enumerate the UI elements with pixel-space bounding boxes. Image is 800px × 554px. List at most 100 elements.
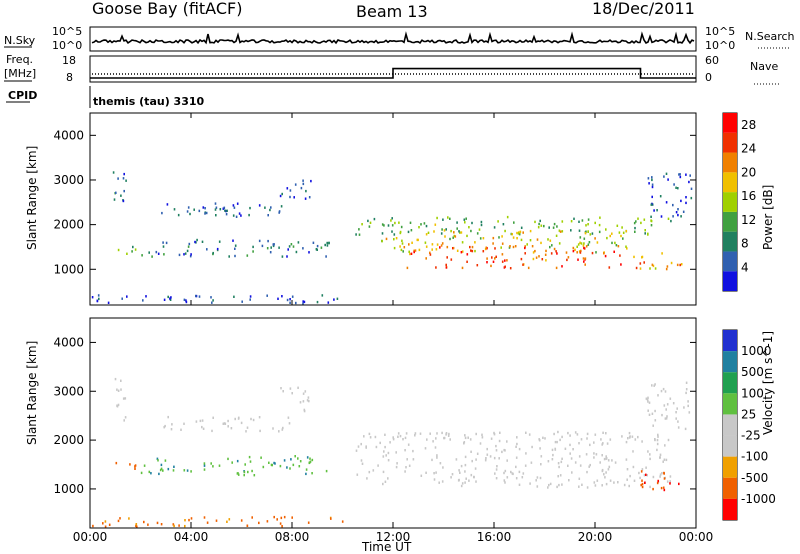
nsearch-tick-bottom: 10^0: [705, 39, 735, 52]
heatmap-cell: [142, 299, 144, 302]
heatmap-cell: [551, 458, 554, 461]
heatmap-cell: [172, 469, 175, 472]
heatmap-cell: [601, 468, 604, 472]
heatmap-cell: [524, 245, 526, 248]
heatmap-cell: [511, 472, 514, 475]
heatmap-cell: [557, 462, 560, 465]
heatmap-cell: [627, 437, 629, 440]
heatmap-cell: [249, 460, 252, 463]
heatmap-cell: [493, 226, 496, 229]
heatmap-cell: [643, 218, 646, 221]
heatmap-cell: [564, 447, 567, 450]
heatmap-cell: [559, 474, 562, 477]
heatmap-cell: [588, 465, 590, 468]
heatmap-cell: [491, 256, 493, 259]
heatmap-cell: [402, 250, 404, 253]
heatmap-cell: [240, 519, 243, 522]
velocity-y-ticks: 4000 3000 2000 1000: [53, 335, 696, 496]
heatmap-cell: [652, 424, 654, 427]
heatmap-cell: [289, 467, 291, 470]
heatmap-cell: [389, 441, 391, 444]
heatmap-cell: [408, 243, 410, 246]
heatmap-cell: [587, 243, 590, 246]
heatmap-cell: [534, 249, 536, 253]
heatmap-cell: [92, 524, 94, 528]
heatmap-cell: [308, 251, 310, 254]
heatmap-cell: [355, 449, 358, 452]
heatmap-cell: [515, 445, 517, 448]
heatmap-cell: [645, 397, 648, 400]
heatmap-cell: [652, 475, 655, 479]
heatmap-cell: [183, 298, 186, 301]
heatmap-cell: [667, 178, 669, 181]
heatmap-cell: [622, 237, 624, 240]
heatmap-cell: [117, 519, 120, 523]
heatmap-cell: [549, 245, 551, 249]
heatmap-cell: [516, 237, 518, 240]
heatmap-cell: [529, 239, 532, 242]
heatmap-cell: [470, 229, 472, 233]
heatmap-cell: [549, 239, 552, 242]
heatmap-cell: [521, 476, 524, 479]
heatmap-cell: [510, 232, 513, 236]
heatmap-cell: [580, 438, 583, 441]
heatmap-cell: [135, 524, 137, 528]
heatmap-cell: [614, 241, 616, 245]
heatmap-cell: [518, 233, 521, 236]
heatmap-cell: [312, 241, 315, 244]
colorbar-swatch: [723, 251, 737, 272]
heatmap-cell: [227, 457, 229, 461]
heatmap-cell: [492, 236, 495, 240]
heatmap-cell: [140, 471, 143, 475]
heatmap-cell: [512, 245, 515, 249]
heatmap-cell: [541, 258, 544, 261]
heatmap-cell: [665, 408, 667, 411]
heatmap-cell: [470, 249, 472, 252]
colorbar-swatch: [723, 152, 737, 173]
heatmap-cell: [569, 452, 571, 455]
heatmap-cell: [634, 226, 636, 230]
heatmap-cell: [531, 445, 533, 449]
heatmap-cell: [518, 447, 521, 451]
colorbar-swatch: [723, 456, 737, 478]
heatmap-cell: [227, 419, 229, 423]
heatmap-cell: [156, 521, 159, 525]
heatmap-cell: [122, 199, 125, 203]
heatmap-cell: [289, 195, 291, 199]
heatmap-cell: [325, 255, 327, 258]
heatmap-cell: [641, 256, 643, 259]
heatmap-cell: [647, 450, 649, 453]
heatmap-cell: [579, 251, 582, 254]
heatmap-cell: [203, 516, 206, 519]
heatmap-cell: [298, 465, 301, 468]
heatmap-cell: [559, 438, 561, 442]
nsky-tick-top: 10^5: [52, 25, 82, 38]
nsky-tick-bottom: 10^0: [52, 39, 82, 52]
heatmap-cell: [438, 481, 440, 484]
heatmap-cell: [252, 250, 254, 253]
heatmap-cell: [511, 233, 513, 236]
heatmap-cell: [210, 462, 212, 465]
heatmap-cell: [660, 215, 663, 218]
heatmap-cell: [677, 187, 679, 190]
heatmap-cell: [606, 236, 608, 240]
heatmap-cell: [132, 245, 134, 249]
heatmap-cell: [251, 469, 253, 473]
heatmap-cell: [501, 260, 504, 263]
colorbar-swatch: [723, 271, 737, 291]
heatmap-cell: [281, 428, 284, 431]
x-tick-label: 04:00: [174, 530, 209, 544]
colorbar-tick-label: -500: [741, 471, 768, 485]
heatmap-cell: [258, 521, 260, 525]
heatmap-cell: [594, 484, 597, 487]
colorbar-tick-label: 4: [741, 260, 749, 274]
heatmap-cell: [670, 261, 673, 265]
heatmap-cell: [361, 462, 364, 465]
heatmap-cell: [184, 524, 186, 528]
heatmap-cell: [456, 221, 458, 224]
nsky-panel: N.Sky 10^5 10^0 10^5 10^0 N.Search: [4, 25, 795, 52]
heatmap-cell: [396, 462, 398, 465]
heatmap-cell: [558, 242, 561, 245]
heatmap-cell: [426, 438, 428, 441]
heatmap-cell: [535, 479, 537, 482]
